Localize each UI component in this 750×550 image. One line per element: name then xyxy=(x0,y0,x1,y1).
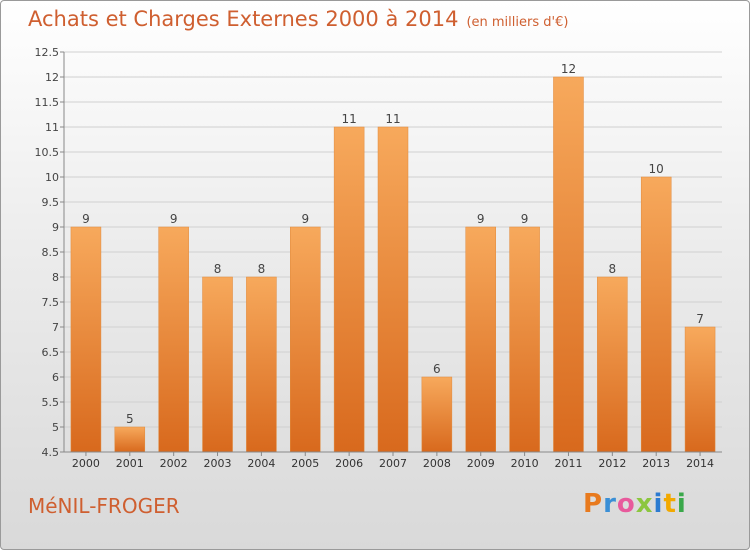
y-tick-label: 9.5 xyxy=(42,196,60,209)
y-tick-label: 5.5 xyxy=(42,396,60,409)
y-tick-label: 10 xyxy=(45,171,59,184)
x-tick-label: 2007 xyxy=(379,457,407,470)
x-tick-label: 2010 xyxy=(511,457,539,470)
value-label: 10 xyxy=(649,162,664,176)
value-label: 11 xyxy=(341,112,356,126)
title-unit: (en milliers d'€) xyxy=(466,15,569,30)
y-tick-label: 7 xyxy=(52,321,59,334)
x-tick-label: 2009 xyxy=(467,457,495,470)
logo-letter: i xyxy=(676,489,687,519)
y-tick-label: 6.5 xyxy=(42,346,60,359)
bar-2000[interactable] xyxy=(70,226,102,453)
x-tick-label: 2003 xyxy=(204,457,232,470)
logo-letter: t xyxy=(663,489,677,519)
x-tick-label: 2014 xyxy=(686,457,714,470)
y-tick-label: 5 xyxy=(52,421,59,434)
bar-2010[interactable] xyxy=(509,226,540,453)
x-tick-label: 2008 xyxy=(423,457,451,470)
y-tick-label: 8.5 xyxy=(42,246,60,259)
bar-2002[interactable] xyxy=(158,226,189,453)
y-tick-label: 4.5 xyxy=(42,446,60,459)
bar-2005[interactable] xyxy=(290,226,321,453)
bar-2004[interactable] xyxy=(246,276,277,453)
value-label: 9 xyxy=(170,212,178,226)
value-label: 7 xyxy=(696,312,704,326)
value-label: 9 xyxy=(521,212,529,226)
logo-letter: o xyxy=(616,489,636,519)
bar-2007[interactable] xyxy=(377,126,409,453)
value-label: 6 xyxy=(433,362,441,376)
bar-2003[interactable] xyxy=(202,276,233,453)
value-label: 8 xyxy=(258,262,266,276)
title-text: Achats et Charges Externes 2000 à 2014 xyxy=(28,7,459,31)
proxiti-logo[interactable]: Proxiti xyxy=(583,489,687,519)
logo-letter: P xyxy=(583,489,604,519)
x-tick-label: 2005 xyxy=(291,457,319,470)
bar-2013[interactable] xyxy=(640,176,672,453)
logo-letter: x xyxy=(635,489,654,519)
bar-2014[interactable] xyxy=(684,326,716,453)
y-tick-label: 11 xyxy=(45,121,59,134)
y-tick-label: 9 xyxy=(52,221,59,234)
x-tick-label: 2012 xyxy=(598,457,626,470)
value-label: 11 xyxy=(385,112,400,126)
value-label: 9 xyxy=(477,212,485,226)
value-label: 9 xyxy=(82,212,90,226)
value-label: 8 xyxy=(214,262,222,276)
y-tick-label: 8 xyxy=(52,271,59,284)
value-label: 9 xyxy=(301,212,309,226)
bar-2008[interactable] xyxy=(421,376,453,453)
axes-group: 4.5 5 5.5 6 6.5 7 7.5 8 8.5 9 9.5 10 10.5 11 11.5 12 12.… xyxy=(35,46,722,470)
logo-letter: r xyxy=(603,489,617,519)
value-label: 8 xyxy=(609,262,617,276)
chart-title: Achats et Charges Externes 2000 à 2014 (e… xyxy=(28,7,568,31)
bar-2011[interactable] xyxy=(553,76,584,453)
value-label: 12 xyxy=(561,62,576,76)
bar-2006[interactable] xyxy=(333,126,365,453)
x-tick-label: 2001 xyxy=(116,457,144,470)
x-tick-label: 2004 xyxy=(247,457,275,470)
y-tick-label: 12.5 xyxy=(35,46,60,59)
bar-2001[interactable] xyxy=(114,426,146,453)
x-tick-label: 2013 xyxy=(642,457,670,470)
logo-letter: i xyxy=(653,489,664,519)
x-tick-label: 2000 xyxy=(72,457,100,470)
y-tick-label: 11.5 xyxy=(35,96,60,109)
bar-2009[interactable] xyxy=(465,226,496,453)
value-label: 5 xyxy=(126,412,134,426)
bars-group: 9 5 9 8 8 9 11 11 6 9 9 12 8 10 7 xyxy=(70,62,716,453)
x-tick-label: 2011 xyxy=(554,457,582,470)
commune-name: MéNIL-FROGER xyxy=(28,494,180,518)
x-tick-label: 2006 xyxy=(335,457,363,470)
x-tick-label: 2002 xyxy=(160,457,188,470)
y-tick-label: 10.5 xyxy=(35,146,60,159)
y-tick-label: 12 xyxy=(45,71,59,84)
y-tick-label: 7.5 xyxy=(42,296,60,309)
y-tick-label: 6 xyxy=(52,371,59,384)
bar-2012[interactable] xyxy=(597,276,628,453)
